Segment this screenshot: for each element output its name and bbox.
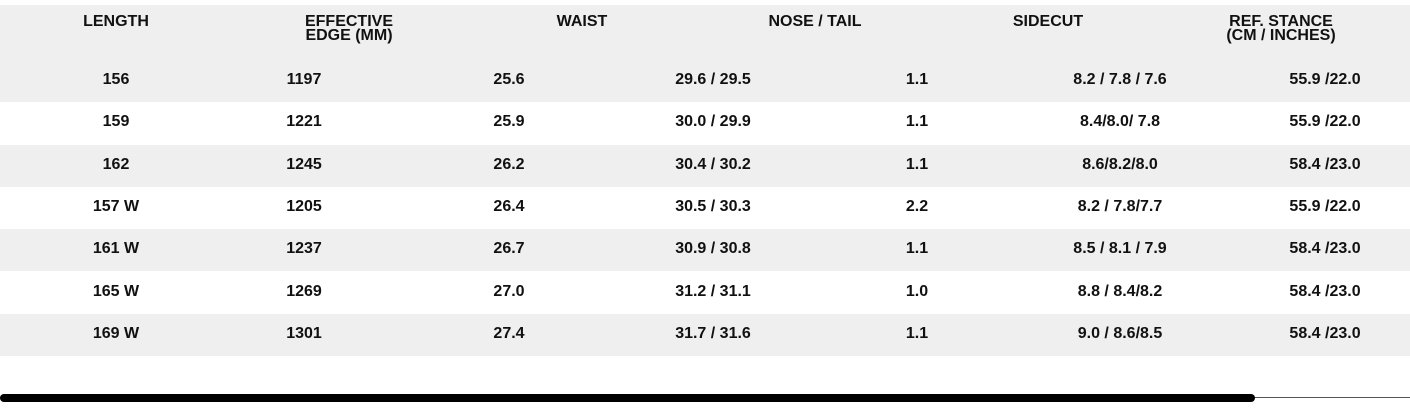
table-cell: 58.4 /23.0 xyxy=(1289,155,1361,173)
table-cell: 1.1 xyxy=(905,324,929,342)
table-cell: 31.2 / 31.1 xyxy=(675,282,751,300)
table-cell: 1.1 xyxy=(905,71,929,88)
table-cell: 55.9 /22.0 xyxy=(1289,197,1361,215)
column-header: REF. STANCE (CM / INCHES) xyxy=(1226,13,1336,44)
row-band xyxy=(0,229,1410,272)
table-cell: 159 xyxy=(102,113,130,131)
table-cell: 27.0 xyxy=(493,282,525,300)
table-cell: 8.2 / 7.8/7.7 xyxy=(1077,197,1163,215)
table-cell: 31.7 / 31.6 xyxy=(675,324,751,342)
row-band xyxy=(0,144,1410,187)
table-cell: 8.2 / 7.8 / 7.6 xyxy=(1073,71,1167,88)
table-cell: 161 W xyxy=(92,240,140,258)
table-cell: 58.4 /23.0 xyxy=(1289,282,1361,300)
table-cell: 58.4 /23.0 xyxy=(1289,324,1361,342)
table-cell: 1301 xyxy=(286,324,322,342)
header-band xyxy=(0,5,1410,60)
column-header: NOSE / TAIL xyxy=(768,13,862,30)
table-cell: 169 W xyxy=(92,324,140,342)
table-cell: 162 xyxy=(102,155,130,173)
table-cell: 55.9 /22.0 xyxy=(1289,71,1361,88)
column-header: LENGTH xyxy=(83,13,149,30)
table-cell: 8.4/8.0/ 7.8 xyxy=(1079,113,1161,131)
table-cell: 1245 xyxy=(286,155,322,173)
table-cell: 30.4 / 30.2 xyxy=(675,155,751,173)
table-cell: 26.7 xyxy=(493,240,525,258)
row-band xyxy=(0,60,1410,103)
table-cell: 1.1 xyxy=(905,240,929,258)
column-header: EFFECTIVE EDGE (MM) xyxy=(304,13,393,44)
table-cell: 8.6/8.2/8.0 xyxy=(1082,155,1158,173)
table-cell: 30.9 / 30.8 xyxy=(675,240,751,258)
table-cell: 2.2 xyxy=(905,197,929,215)
scrollbar-thumb[interactable] xyxy=(0,394,1255,402)
table-cell: 26.4 xyxy=(493,197,525,215)
table-cell: 165 W xyxy=(92,282,140,300)
table-cell: 1.1 xyxy=(905,155,929,173)
table-cell: 1205 xyxy=(286,197,322,215)
table-cell: 1.1 xyxy=(905,113,929,131)
table-cell: 30.5 / 30.3 xyxy=(675,197,751,215)
table-cell: 1269 xyxy=(286,282,322,300)
table-cell: 1197 xyxy=(286,71,322,88)
row-band xyxy=(0,313,1410,357)
table-cell: 26.2 xyxy=(493,155,525,173)
table-cell: 1237 xyxy=(286,240,322,258)
column-header: WAIST xyxy=(556,13,608,30)
table-cell: 9.0 / 8.6/8.5 xyxy=(1077,324,1163,342)
table-cell: 30.0 / 29.9 xyxy=(675,113,751,131)
table-cell: 157 W xyxy=(92,197,140,215)
table-cell: 29.6 / 29.5 xyxy=(675,71,751,88)
table-cell: 25.6 xyxy=(493,71,525,88)
table-cell: 1221 xyxy=(286,113,322,131)
table-cell: 1.0 xyxy=(905,282,929,300)
table-cell: 27.4 xyxy=(493,324,525,342)
table-cell: 8.5 / 8.1 / 7.9 xyxy=(1073,240,1167,258)
table-cell: 8.8 / 8.4/8.2 xyxy=(1077,282,1163,300)
table-cell: 156 xyxy=(102,71,130,88)
table-cell: 55.9 /22.0 xyxy=(1289,113,1361,131)
table-cell: 58.4 /23.0 xyxy=(1289,240,1361,258)
column-header: SIDECUT xyxy=(1012,13,1084,30)
table-cell: 25.9 xyxy=(493,113,525,131)
